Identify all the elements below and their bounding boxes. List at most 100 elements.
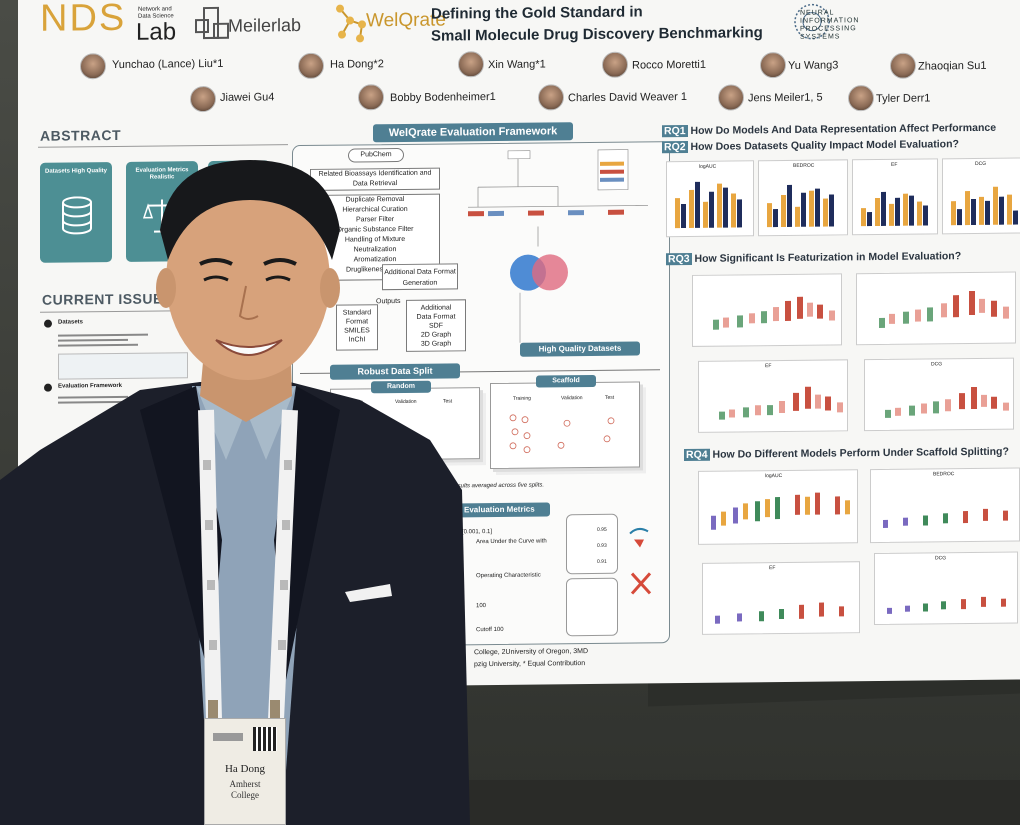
welqrate-molecule-icon [336, 4, 366, 43]
chart-title: logAUC [765, 472, 783, 480]
rq3-heading: RQ3 How Significant Is Featurization in … [666, 250, 962, 266]
metric-text: Cutoff 100 [476, 626, 504, 634]
person-presenter [0, 160, 470, 825]
ranking-box [566, 577, 618, 637]
venn-circle-b [532, 254, 568, 291]
affiliations-text: College, 2University of Oregon, 3MD [474, 648, 588, 657]
rq4-chart-logauc: logAUC [698, 469, 858, 545]
chart-title: EF [765, 363, 772, 370]
author-name: Rocco Moretti1 [632, 58, 706, 72]
ranking-box: 0.95 0.93 0.91 [566, 513, 618, 575]
chart-title: BEDROC [933, 471, 955, 478]
rq4-heading: RQ4 How Do Different Models Perform Unde… [684, 445, 1009, 462]
author-photo [602, 51, 628, 78]
rq1-chart-bedroc: BEDROC [758, 159, 848, 237]
rq4-chart-bedroc: BEDROC [870, 467, 1020, 544]
rq2-tag: RQ2 [662, 140, 688, 154]
rq3-text: How Significant Is Featurization in Mode… [694, 250, 962, 265]
author-photo [890, 52, 916, 79]
curation-flowchart [468, 149, 648, 343]
scaffold-split-panel: Scaffold Training Validation Test [490, 374, 640, 470]
author-name: Yunchao (Lance) Liu*1 [112, 57, 224, 72]
bar-chart [951, 186, 1018, 226]
name-badge: Ha Dong Amherst College [204, 718, 286, 825]
rq2-heading: RQ2 How Does Datasets Quality Impact Mod… [662, 138, 959, 154]
pocket-square [345, 584, 392, 602]
rq1-chart-dcg: DCG [942, 157, 1020, 235]
box-plot [879, 290, 1009, 328]
molecule-grid-icon [509, 414, 615, 454]
rq3-chart-ef: EF [698, 359, 848, 433]
rq3-chart-bedroc [856, 271, 1016, 346]
rq2-text: How Does Datasets Quality Impact Model E… [690, 138, 959, 153]
rq3-chart-dcg: DCG [864, 357, 1014, 432]
metric-text: Operating Characteristic [476, 572, 541, 580]
meilerlab-logo: Meilerlab [228, 15, 302, 36]
author-name: Ha Dong*2 [330, 58, 384, 71]
abstract-card-datasets: Datasets High Quality [40, 162, 112, 263]
hair [160, 160, 340, 260]
rq1-chart-logauc: logAUC [666, 160, 754, 238]
lanyard-left [198, 409, 222, 721]
author-photo [538, 84, 564, 111]
rq3-tag: RQ3 [666, 252, 692, 266]
nds-logo-lab: Lab [136, 18, 177, 46]
metric-value: 0.91 [597, 558, 607, 565]
metric-text: Area Under the Curve with [476, 538, 547, 546]
abstract-heading: ABSTRACT [40, 126, 121, 144]
author-name: Yu Wang3 [788, 59, 839, 72]
meilerlab-icon [195, 6, 229, 40]
badge-affiliation: Amherst College [229, 779, 261, 800]
chart-title: DCG [935, 555, 947, 562]
smile [215, 339, 283, 356]
box-plot [887, 596, 1006, 614]
author-photo [358, 84, 384, 111]
box-plot [885, 386, 1009, 418]
poster-title-line2: Small Molecule Drug Discovery Benchmarki… [431, 24, 763, 45]
rq3-chart-logauc [692, 273, 842, 347]
bar-chart [675, 181, 742, 229]
neurips-logo: NEURAL INFORMATION PROCESSING SYSTEMS [800, 9, 860, 41]
author-name: Jiawei Gu4 [220, 91, 275, 104]
rq4-text: How Do Different Models Perform Under Sc… [712, 445, 1009, 461]
box-plot [711, 492, 850, 530]
box-plot [883, 508, 1008, 528]
bar-chart [861, 191, 928, 227]
research-poster: NDS Network and Data Science Lab Meilerl… [18, 0, 1020, 690]
metric-value: 0.93 [597, 542, 607, 549]
author-name: Zhaoqian Su1 [918, 59, 987, 73]
split-col-training: Training [513, 395, 531, 402]
split-col-test: Test [605, 394, 615, 401]
scaffold-split-label: Scaffold [536, 374, 596, 388]
bar-chart [767, 184, 834, 228]
author-name: Xin Wang*1 [488, 58, 546, 72]
rq4-chart-ef: EF [702, 561, 860, 635]
author-name: Tyler Derr1 [876, 92, 931, 106]
qr-code-icon [253, 727, 277, 751]
author-photo [848, 85, 874, 112]
chart-title: EF [891, 161, 898, 168]
affiliations-text: pzig University, * Equal Contribution [474, 660, 586, 669]
chart-title: EF [769, 565, 776, 572]
framework-banner: WelQrate Evaluation Framework [373, 122, 573, 143]
poster-title-line1: Defining the Gold Standard in [431, 3, 643, 23]
rq1-chart-ef: EF [852, 158, 938, 236]
rq1-text: How Do Models And Data Representation Af… [690, 121, 997, 137]
box-plot [719, 386, 843, 420]
author-name: Jens Meiler1, 5 [748, 91, 823, 105]
rq4-chart-dcg: DCG [874, 551, 1018, 626]
red-cross-icon [629, 527, 652, 595]
badge-name: Ha Dong [224, 763, 266, 775]
author-name: Bobby Bodenheimer1 [390, 90, 496, 105]
author-photo [760, 51, 786, 79]
author-photo [458, 51, 484, 78]
author-photo [718, 84, 744, 111]
metric-value: 0.95 [597, 526, 607, 533]
author-photo [190, 85, 216, 113]
box-plot [715, 602, 844, 624]
author-photo [298, 52, 324, 80]
event-logo [213, 733, 243, 741]
nds-logo: NDS [40, 0, 127, 40]
split-col-validation: Validation [561, 395, 583, 402]
face [166, 180, 330, 380]
